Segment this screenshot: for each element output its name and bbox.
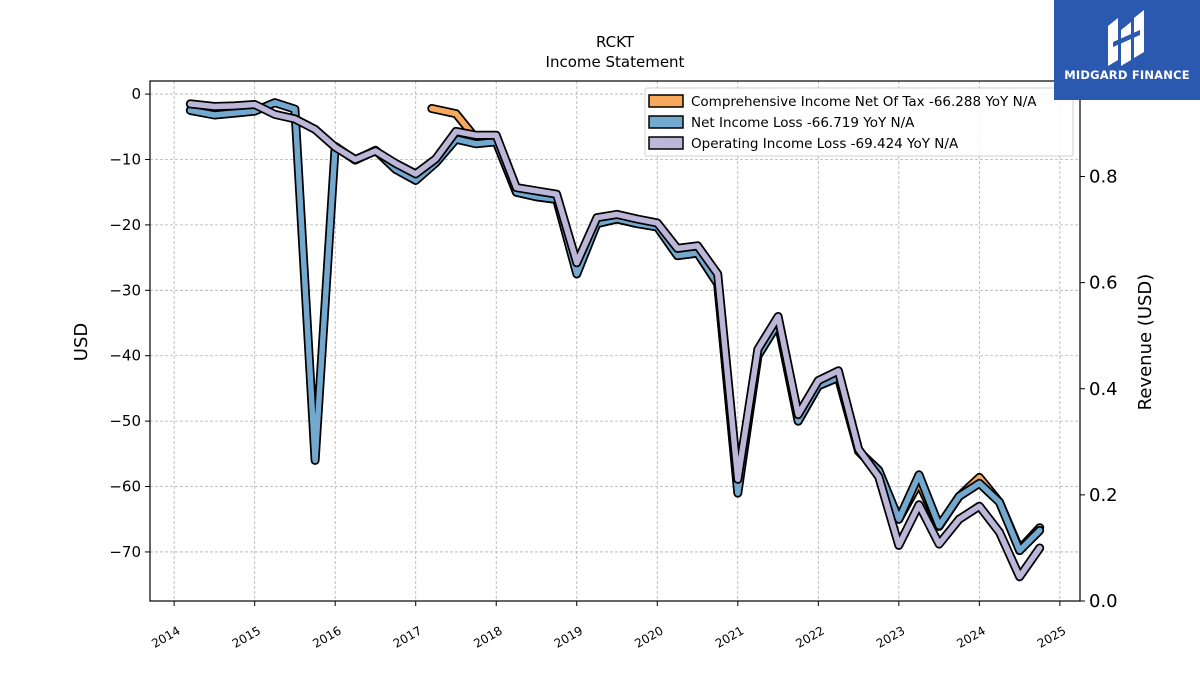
y-tick-label: −30: [109, 281, 141, 299]
brand-name: MIDGARD FINANCE: [1064, 68, 1190, 82]
y2-tick-label: 0.4: [1089, 379, 1118, 400]
y2-tick-label: 0.2: [1089, 485, 1118, 506]
x-tick-label: 2015: [230, 623, 263, 650]
y-tick-label: −70: [109, 543, 141, 561]
legend-entry: Operating Income Loss -69.424 YoY N/A: [691, 136, 959, 152]
x-tick-label: 2018: [471, 623, 504, 650]
y-axis-label: USD: [71, 323, 92, 361]
legend: Comprehensive Income Net Of Tax -66.288 …: [644, 87, 1074, 157]
series-3-line: [187, 101, 1043, 580]
legend-swatch: [648, 136, 684, 150]
y2-tick-label: 0.6: [1089, 273, 1118, 294]
x-tick-label: 2022: [793, 623, 826, 650]
x-tick-label: 2016: [310, 623, 343, 650]
plot-frame: [149, 80, 1081, 602]
legend-box: [644, 87, 1074, 157]
x-tick-label: 2021: [713, 623, 746, 650]
chart-title: RCKT: [596, 33, 635, 51]
y2-tick-label: 0.0: [1089, 591, 1118, 612]
midgard-logo-icon: [1108, 10, 1144, 66]
legend-swatch: [648, 94, 684, 108]
series-3-outline: [185, 99, 1045, 582]
y-tick-label: 0: [131, 85, 141, 103]
y2-tick-label: 0.8: [1089, 167, 1118, 188]
y-tick-label: −10: [109, 150, 141, 168]
grid-lines: [150, 81, 1080, 601]
series-2-line: [187, 99, 1043, 554]
y-tick-label: −20: [109, 216, 141, 234]
y-tick-label: −60: [109, 478, 141, 496]
x-tick-label: 2017: [391, 623, 424, 650]
axes: 0 −10 −20 −30 −40 −50 −60 −70 0.0 0.2 0.4 0.6 0.8 201…: [109, 85, 1117, 651]
brand-logo: MIDGARD FINANCE: [1054, 0, 1200, 100]
chart-subtitle: Income Statement: [546, 53, 685, 71]
x-tick-label: 2024: [954, 623, 987, 650]
x-tick-label: 2020: [632, 623, 665, 650]
series-layer: [185, 98, 1045, 582]
y-tick-label: −50: [109, 412, 141, 430]
legend-swatch: [648, 115, 684, 129]
y-tick-label: −40: [109, 347, 141, 365]
legend-entry: Comprehensive Income Net Of Tax -66.288 …: [691, 94, 1037, 110]
y2-axis-label: Revenue (USD): [1135, 274, 1156, 411]
x-tick-label: 2023: [874, 623, 907, 650]
legend-entry: Net Income Loss -66.719 YoY N/A: [691, 115, 915, 131]
x-tick-label: 2025: [1035, 623, 1068, 650]
x-tick-label: 2019: [552, 623, 585, 650]
x-tick-label: 2014: [149, 623, 182, 650]
